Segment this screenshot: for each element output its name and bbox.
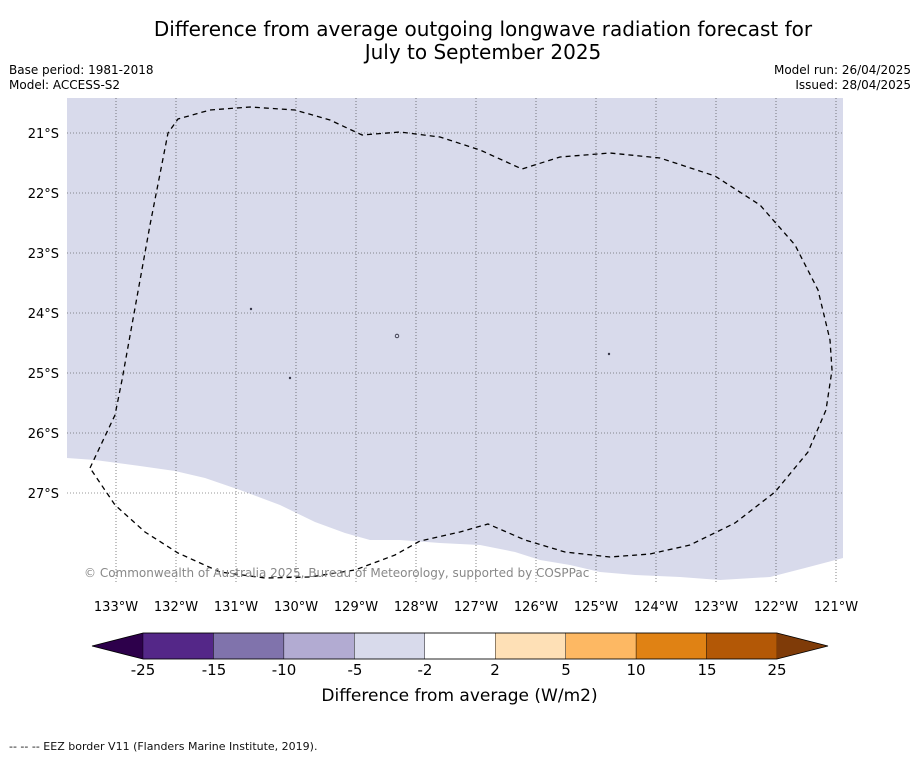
map-title: Difference from average outgoing longwav…: [0, 18, 919, 64]
title-line-1: Difference from average outgoing longwav…: [153, 17, 813, 41]
colorbar-tick: 10: [626, 661, 646, 679]
issued-date: Issued: 28/04/2025: [795, 78, 911, 92]
meta-right: Model run: 26/04/2025 Issued: 28/04/2025: [774, 63, 911, 93]
colorbar-segment: [706, 632, 778, 660]
lat-label: 21°S: [28, 127, 59, 142]
lon-label: 131°W: [214, 600, 258, 615]
eez-footnote: -- -- -- EEZ border V11 (Flanders Marine…: [9, 740, 318, 753]
colorbar-extend-low: [92, 633, 143, 659]
colorbar-segment: [213, 632, 285, 660]
lon-label: 124°W: [634, 600, 678, 615]
lon-label: 126°W: [514, 600, 558, 615]
colorbar-label: Difference from average (W/m2): [321, 686, 598, 706]
colorbar-segment: [424, 632, 496, 660]
colorbar-tick: -15: [201, 661, 227, 679]
eez-border: [89, 106, 833, 579]
graticule: [67, 98, 843, 582]
colorbar-extend-high: [777, 633, 828, 659]
colorbar-tick: 25: [767, 661, 787, 679]
colorbar-tick: -10: [271, 661, 297, 679]
colorbar-tick: -2: [417, 661, 433, 679]
colorbar-segment: [635, 632, 707, 660]
island: [288, 376, 292, 380]
lon-label: 130°W: [274, 600, 318, 615]
title-line-2: July to September 2025: [364, 40, 602, 64]
colorbar-tick: 5: [561, 661, 571, 679]
lon-label: 123°W: [694, 600, 738, 615]
meta-left: Base period: 1981-2018 Model: ACCESS-S2: [9, 63, 154, 93]
island: [607, 352, 611, 356]
colorbar-segment: [142, 632, 214, 660]
lat-label: 25°S: [28, 367, 59, 382]
latitude-labels: 21°S 22°S 23°S 24°S 25°S 26°S 27°S: [28, 127, 59, 502]
lon-label: 121°W: [814, 600, 858, 615]
lon-label: 122°W: [754, 600, 798, 615]
lat-label: 23°S: [28, 247, 59, 262]
colorbar-tick: -25: [130, 661, 156, 679]
island: [249, 307, 253, 311]
lon-label: 133°W: [94, 600, 138, 615]
colorbar: [91, 632, 829, 660]
islands: [249, 307, 611, 380]
colorbar-tick: -5: [347, 661, 363, 679]
colorbar-segment: [283, 632, 355, 660]
lon-label: 125°W: [574, 600, 618, 615]
lat-label: 26°S: [28, 427, 59, 442]
lon-label: 129°W: [334, 600, 378, 615]
copyright-notice: © Commonwealth of Australia 2025, Bureau…: [84, 566, 589, 580]
lon-label: 128°W: [394, 600, 438, 615]
lon-label: 127°W: [454, 600, 498, 615]
colorbar-segment: [354, 632, 425, 660]
colorbar-tick: 2: [490, 661, 500, 679]
base-period: Base period: 1981-2018: [9, 63, 154, 77]
model-name: Model: ACCESS-S2: [9, 78, 121, 92]
lon-label: 132°W: [154, 600, 198, 615]
island: [394, 333, 400, 339]
colorbar-segment: [495, 632, 566, 660]
anomaly-region: [67, 98, 843, 580]
lat-label: 27°S: [28, 487, 59, 502]
lat-label: 24°S: [28, 307, 59, 322]
colorbar-outline: [91, 632, 829, 660]
longitude-labels: 133°W 132°W 131°W 130°W 129°W 128°W 127°…: [94, 600, 858, 615]
colorbar-tick: 15: [697, 661, 717, 679]
model-run: Model run: 26/04/2025: [773, 63, 911, 77]
colorbar-segment: [565, 632, 637, 660]
lat-label: 22°S: [28, 187, 59, 202]
